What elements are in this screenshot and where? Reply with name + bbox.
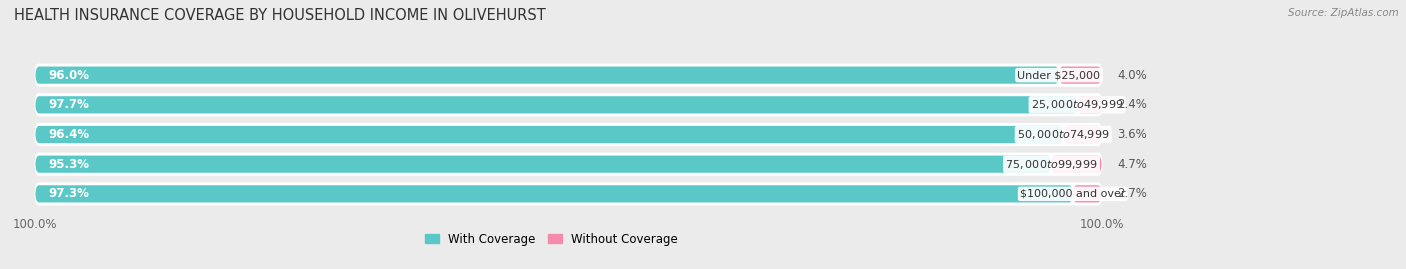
FancyBboxPatch shape: [35, 123, 1102, 146]
FancyBboxPatch shape: [1073, 185, 1102, 203]
FancyBboxPatch shape: [35, 155, 1052, 173]
Text: Source: ZipAtlas.com: Source: ZipAtlas.com: [1288, 8, 1399, 18]
Text: 4.0%: 4.0%: [1118, 69, 1147, 82]
Text: 96.4%: 96.4%: [48, 128, 90, 141]
Text: 100.0%: 100.0%: [13, 218, 58, 231]
Text: 97.7%: 97.7%: [48, 98, 89, 111]
Text: Under $25,000: Under $25,000: [1018, 70, 1101, 80]
Text: 4.7%: 4.7%: [1118, 158, 1147, 171]
Text: 3.6%: 3.6%: [1118, 128, 1147, 141]
FancyBboxPatch shape: [35, 66, 1059, 84]
Text: $50,000 to $74,999: $50,000 to $74,999: [1017, 128, 1109, 141]
FancyBboxPatch shape: [35, 93, 1102, 116]
Text: $25,000 to $49,999: $25,000 to $49,999: [1031, 98, 1123, 111]
FancyBboxPatch shape: [35, 126, 1063, 143]
Text: 2.7%: 2.7%: [1118, 187, 1147, 200]
Text: HEALTH INSURANCE COVERAGE BY HOUSEHOLD INCOME IN OLIVEHURST: HEALTH INSURANCE COVERAGE BY HOUSEHOLD I…: [14, 8, 546, 23]
FancyBboxPatch shape: [1063, 126, 1102, 143]
FancyBboxPatch shape: [35, 96, 1077, 114]
FancyBboxPatch shape: [1077, 96, 1102, 114]
Text: 96.0%: 96.0%: [48, 69, 89, 82]
Text: 100.0%: 100.0%: [1080, 218, 1123, 231]
FancyBboxPatch shape: [35, 153, 1102, 176]
Text: $100,000 and over: $100,000 and over: [1021, 189, 1126, 199]
Text: 2.4%: 2.4%: [1118, 98, 1147, 111]
Text: 97.3%: 97.3%: [48, 187, 89, 200]
FancyBboxPatch shape: [35, 182, 1102, 206]
Legend: With Coverage, Without Coverage: With Coverage, Without Coverage: [425, 233, 678, 246]
FancyBboxPatch shape: [1059, 66, 1102, 84]
Text: 95.3%: 95.3%: [48, 158, 89, 171]
Text: $75,000 to $99,999: $75,000 to $99,999: [1005, 158, 1098, 171]
FancyBboxPatch shape: [1052, 155, 1102, 173]
FancyBboxPatch shape: [35, 185, 1073, 203]
FancyBboxPatch shape: [35, 63, 1102, 87]
